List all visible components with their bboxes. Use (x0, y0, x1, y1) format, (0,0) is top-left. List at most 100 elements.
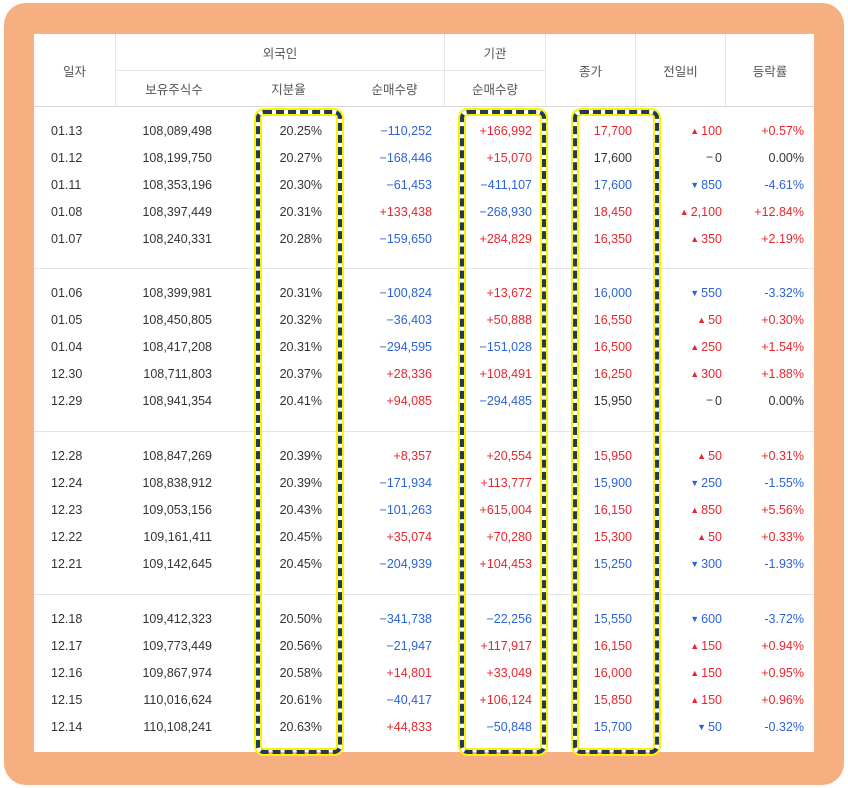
change-value: 300 (701, 367, 722, 381)
change-cell: ▼ 250 (636, 470, 722, 497)
net-foreign-cell: −168,446 (379, 151, 432, 165)
date-cell: 12.28 (51, 449, 83, 463)
change-cell: ▲ 350 (636, 226, 722, 253)
net-institution-cell: −22,256 (486, 612, 532, 626)
date-cell: 01.06 (51, 286, 83, 300)
ratio-cell: 20.30% (279, 178, 322, 192)
header-holdings[interactable]: 보유주식수 (145, 82, 203, 97)
table-row: 01.12 108,199,750 20.27% −168,446 +15,070 17,… (34, 145, 814, 172)
triangle-up-icon: ▲ (697, 315, 707, 325)
change-value: 600 (701, 612, 722, 626)
change-value: 350 (701, 232, 722, 246)
change-value: 300 (701, 557, 722, 571)
change-value: 150 (701, 639, 722, 653)
ratio-cell: 20.50% (279, 612, 322, 626)
net-foreign-cell: −100,824 (379, 286, 432, 300)
holdings-cell: 108,450,805 (142, 313, 212, 327)
net-foreign-cell: −36,403 (386, 313, 432, 327)
date-cell: 12.21 (51, 557, 83, 571)
close-cell: 15,950 (593, 394, 632, 408)
date-cell: 12.17 (51, 639, 83, 653)
header-institution: 기관 (483, 45, 507, 61)
net-institution-cell: +20,554 (486, 449, 532, 463)
change-cell: ▲ 2,100 (636, 199, 722, 226)
close-cell: 16,150 (593, 503, 632, 517)
net-institution-cell: −268,930 (479, 205, 532, 219)
ratio-cell: 20.56% (279, 639, 322, 653)
triangle-down-icon: ▼ (690, 180, 700, 190)
header-date[interactable]: 일자 (62, 63, 86, 79)
holdings-cell: 108,399,981 (142, 286, 212, 300)
date-cell: 01.11 (51, 178, 82, 192)
change-value: 850 (701, 178, 722, 192)
triangle-up-icon: ▲ (690, 695, 700, 705)
ratio-cell: 20.45% (279, 557, 322, 571)
net-foreign-cell: −294,595 (379, 340, 432, 354)
header-close[interactable]: 종가 (578, 63, 602, 79)
date-cell: 01.12 (51, 151, 83, 165)
table-row: 01.13 108,089,498 20.25% −110,252 +166,992 17… (34, 118, 814, 145)
header-net-institution[interactable]: 순매수량 (471, 82, 518, 97)
change-value: 2,100 (690, 205, 722, 219)
close-cell: 15,700 (593, 720, 632, 734)
net-institution-cell: −50,848 (486, 720, 532, 734)
close-cell: 15,550 (593, 612, 632, 626)
triangle-up-icon: ▲ (690, 668, 700, 678)
table-row: 12.16 109,867,974 20.58% +14,801 +33,049 16,0… (34, 660, 814, 687)
ratio-cell: 20.37% (279, 367, 322, 381)
net-institution-cell: +284,829 (479, 232, 532, 246)
date-cell: 12.29 (51, 394, 83, 408)
triangle-up-icon: ▲ (690, 641, 700, 651)
table-row: 01.07 108,240,331 20.28% −159,650 +284,829 16… (34, 226, 814, 253)
close-cell: 15,300 (593, 530, 632, 544)
net-foreign-cell: −171,934 (379, 476, 432, 490)
holdings-cell: 108,847,269 (142, 449, 212, 463)
holdings-cell: 109,161,411 (143, 530, 212, 544)
change-cell: ▲ 300 (636, 361, 722, 388)
net-foreign-cell: +14,801 (386, 666, 432, 680)
net-foreign-cell: −110,252 (380, 124, 432, 138)
date-cell: 12.16 (51, 666, 83, 680)
header-change[interactable]: 전일비 (663, 63, 698, 79)
header-ratio[interactable]: 지분율 (271, 82, 306, 97)
change-value: 250 (701, 476, 722, 490)
close-cell: 15,850 (593, 693, 632, 707)
header-foreign: 외국인 (262, 45, 298, 61)
change-cell: ▲ 50 (636, 443, 722, 470)
close-cell: 16,550 (593, 313, 632, 327)
triangle-up-icon: ▲ (690, 342, 700, 352)
triangle-up-icon: ▲ (690, 369, 700, 379)
holdings-cell: 108,417,208 (142, 340, 212, 354)
dash-icon: − (706, 150, 714, 164)
net-institution-cell: −411,107 (480, 178, 532, 192)
close-cell: 15,900 (593, 476, 632, 490)
table-row: 12.17 109,773,449 20.56% −21,947 +117,917 16,… (34, 633, 814, 660)
header-net-foreign[interactable]: 순매수량 (371, 82, 418, 97)
rate-cell: +0.30% (761, 313, 804, 327)
holdings-cell: 110,016,624 (143, 693, 212, 707)
change-cell: ▼ 550 (636, 280, 722, 307)
header-rate[interactable]: 등락률 (752, 63, 788, 79)
ratio-cell: 20.31% (279, 340, 322, 354)
net-institution-cell: +13,672 (486, 286, 532, 300)
ratio-cell: 20.41% (279, 394, 322, 408)
date-cell: 01.08 (51, 205, 83, 219)
holdings-cell: 109,053,156 (142, 503, 212, 517)
ratio-cell: 20.63% (279, 720, 322, 734)
rate-cell: +1.88% (761, 367, 804, 381)
net-institution-cell: +33,049 (486, 666, 532, 680)
change-cell: ▲ 50 (636, 307, 722, 334)
change-value: 0 (715, 394, 722, 408)
date-cell: 01.13 (51, 124, 83, 138)
rate-cell: 0.00% (768, 151, 804, 165)
holdings-cell: 108,353,196 (142, 178, 212, 192)
change-cell: ▲ 250 (636, 334, 722, 361)
holdings-cell: 108,240,331 (142, 232, 212, 246)
holdings-cell: 109,773,449 (142, 639, 212, 653)
net-institution-cell: −294,485 (479, 394, 532, 408)
date-cell: 12.23 (51, 503, 83, 517)
triangle-down-icon: ▼ (690, 478, 700, 488)
ratio-cell: 20.61% (279, 693, 322, 707)
change-value: 150 (701, 693, 722, 707)
change-value: 50 (708, 530, 722, 544)
